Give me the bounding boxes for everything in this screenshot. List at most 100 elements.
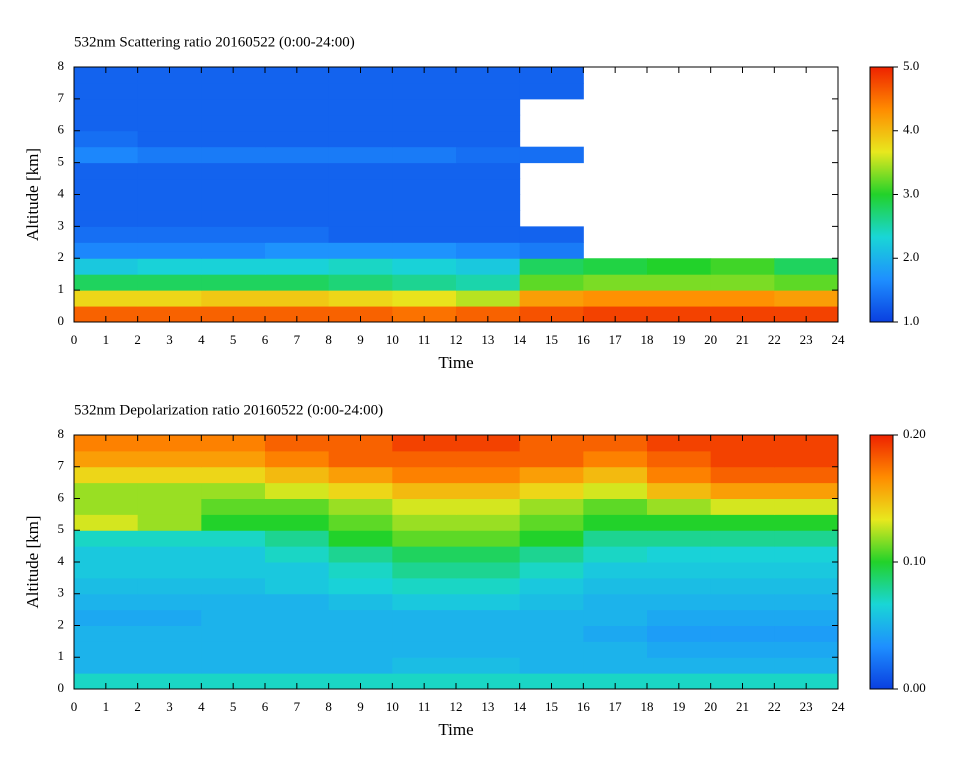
heat-cell: [201, 625, 266, 642]
heat-cell: [137, 546, 202, 563]
heat-cell: [201, 577, 266, 595]
heat-cell: [774, 562, 839, 579]
heat-cell: [201, 673, 266, 690]
x-tick-label: 14: [513, 699, 527, 714]
heat-cell: [328, 130, 393, 148]
heat-cell: [647, 290, 712, 307]
heat-cell: [74, 306, 139, 323]
heat-cell: [328, 546, 393, 563]
heat-cell: [774, 657, 839, 674]
heat-cell: [201, 178, 266, 195]
heat-cell: [392, 546, 457, 563]
heat-cell: [392, 641, 457, 658]
heat-cell: [456, 290, 521, 307]
heat-cell: [583, 258, 648, 275]
heat-cell: [774, 435, 839, 452]
heat-cell: [519, 306, 584, 323]
heat-cell: [583, 593, 648, 611]
x-tick-label: 2: [134, 699, 141, 714]
heat-cell: [137, 482, 202, 499]
heat-cell: [74, 498, 139, 515]
x-tick-label: 13: [481, 332, 494, 347]
heat-cell: [774, 673, 839, 690]
heat-cell: [74, 114, 139, 132]
heat-cell: [519, 657, 584, 674]
x-tick-label: 1: [103, 332, 110, 347]
x-tick-label: 24: [832, 332, 846, 347]
heat-cell: [137, 67, 202, 84]
heat-cell: [74, 162, 139, 180]
heat-cell: [456, 466, 521, 484]
heat-cell: [647, 577, 712, 595]
heat-cell: [137, 194, 202, 211]
x-tick-label: 8: [325, 332, 332, 347]
heat-cell: [74, 67, 139, 84]
heat-cell: [392, 450, 457, 468]
heat-cell: [265, 625, 330, 642]
heat-cell: [583, 274, 648, 291]
heat-cell: [710, 530, 775, 547]
x-tick-label: 22: [768, 332, 781, 347]
heat-cell: [647, 530, 712, 547]
heat-cell: [74, 562, 139, 579]
heat-cell: [392, 673, 457, 690]
heat-cell: [265, 258, 330, 275]
heat-cell: [456, 242, 521, 259]
heat-cell: [519, 625, 584, 642]
heat-cell: [74, 673, 139, 690]
x-axis-label: Time: [438, 720, 473, 739]
y-tick-label: 8: [58, 426, 65, 441]
heat-cell: [74, 466, 139, 484]
heat-cell: [328, 530, 393, 547]
x-axis-label: Time: [438, 353, 473, 372]
heat-cell: [392, 178, 457, 195]
heat-cell: [265, 577, 330, 595]
heat-cell: [137, 306, 202, 323]
heat-cell: [519, 562, 584, 579]
heat-cell: [519, 593, 584, 611]
heat-cell: [137, 130, 202, 148]
colorbar-tick-label: 0.00: [903, 680, 926, 695]
heat-cell: [774, 625, 839, 642]
heat-cell: [137, 577, 202, 595]
heat-cell: [392, 162, 457, 180]
heat-cell: [519, 226, 584, 243]
heat-cell: [647, 546, 712, 563]
heat-cell: [328, 162, 393, 180]
heat-cell: [328, 609, 393, 626]
heat-cell: [74, 226, 139, 243]
heat-cell: [392, 530, 457, 547]
heat-cell: [265, 178, 330, 195]
heat-cell: [519, 435, 584, 452]
y-tick-label: 6: [58, 489, 65, 504]
heat-cell: [201, 194, 266, 211]
colorbar-tick-label: 4.0: [903, 122, 919, 137]
heat-cell: [265, 530, 330, 547]
heat-cell: [328, 242, 393, 259]
colorbar: [869, 434, 894, 690]
y-tick-label: 2: [58, 616, 65, 631]
heat-cell: [74, 178, 139, 195]
heat-cell: [647, 435, 712, 452]
heat-cell: [265, 593, 330, 611]
heat-cell: [265, 130, 330, 148]
heat-cell: [774, 258, 839, 275]
heat-cell: [647, 306, 712, 323]
heat-cell: [265, 498, 330, 515]
heat-cell: [137, 242, 202, 259]
heat-cell: [456, 593, 521, 611]
heat-cell: [710, 435, 775, 452]
heat-cell: [583, 498, 648, 515]
heat-cell: [519, 146, 584, 164]
x-tick-label: 6: [262, 332, 269, 347]
heat-cell: [392, 82, 457, 100]
heat-cell: [456, 673, 521, 690]
heat-cell: [710, 274, 775, 291]
heat-cell: [265, 194, 330, 211]
heat-cell: [328, 514, 393, 531]
x-tick-label: 23: [800, 332, 813, 347]
x-tick-label: 15: [545, 699, 558, 714]
heat-cell: [710, 641, 775, 658]
y-tick-label: 1: [58, 648, 65, 663]
y-tick-label: 5: [58, 521, 65, 536]
